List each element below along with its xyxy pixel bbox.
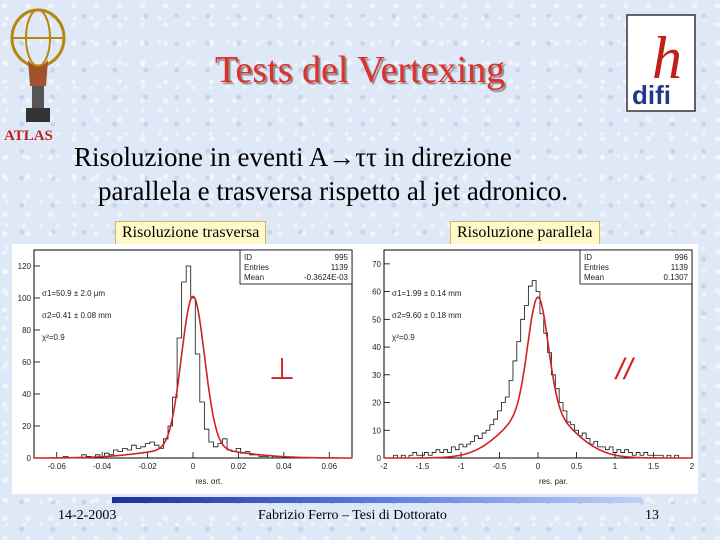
stats-box [579, 249, 693, 285]
y-tick-label: 40 [372, 343, 381, 352]
fit-annotation: σ1=1.99 ± 0.14 mm [392, 289, 462, 298]
stats-value: -0.3624E-03 [304, 273, 349, 282]
fit-annotation: χ²=0.9 [42, 333, 65, 342]
y-tick-label: 10 [372, 426, 381, 435]
y-tick-label: 20 [372, 399, 381, 408]
y-tick-label: 0 [377, 454, 382, 463]
x-tick-label: -2 [380, 462, 388, 471]
stats-key: ID [584, 253, 592, 262]
fit-annotation: σ1=50.9 ± 2.0 μm [42, 289, 105, 298]
subtitle-line-2: parallela e trasversa rispetto al jet ad… [98, 176, 569, 206]
footer-date: 14-2-2003 [58, 508, 117, 523]
slide-subtitle: Risoluzione in eventi A→ττ in direzione … [74, 140, 714, 208]
plot-frame-2 [383, 249, 693, 459]
histogram-bars [385, 280, 691, 459]
atlas-logo [10, 8, 66, 122]
difi-logo-letter: h [652, 25, 682, 91]
y-tick-label: 0 [27, 454, 32, 463]
x-tick-label: 0 [536, 462, 541, 471]
difi-logo-text: difi [632, 80, 671, 110]
y-tick-label: 80 [22, 326, 31, 335]
footer-divider [112, 497, 642, 503]
x-tick-label: 0.06 [321, 462, 337, 471]
stats-value: 995 [335, 253, 349, 262]
x-tick-label: 1 [613, 462, 618, 471]
stats-value: 1139 [331, 263, 349, 272]
y-tick-label: 70 [372, 260, 381, 269]
gaussian-fit-curve [384, 296, 692, 459]
x-tick-label: 0.04 [276, 462, 292, 471]
stats-value: 0.1307 [664, 273, 689, 282]
x-tick-label: -0.5 [493, 462, 507, 471]
x-axis-label: res. ort. [195, 477, 222, 486]
x-tick-label: 1.5 [648, 462, 660, 471]
tag-risoluzione-parallela: Risoluzione parallela [450, 221, 600, 245]
footer-author: Fabrizio Ferro – Tesi di Dottorato [258, 508, 447, 523]
y-tick-label: 40 [22, 390, 31, 399]
plot-frame-1 [33, 249, 353, 459]
stats-key: Entries [584, 263, 609, 272]
subtitle-line-1: Risoluzione in eventi A→ττ in direzione [74, 142, 512, 172]
fit-annotation: σ2=0.41 ± 0.08 mm [42, 311, 112, 320]
x-tick-label: -1 [457, 462, 465, 471]
stats-box [239, 249, 353, 285]
x-tick-label: 0.5 [571, 462, 583, 471]
y-tick-label: 60 [22, 358, 31, 367]
stats-key: Mean [244, 273, 264, 282]
atlas-label: ATLAS [4, 128, 53, 144]
x-tick-label: 0 [191, 462, 196, 471]
stats-value: 1139 [671, 263, 689, 272]
histogram-bars [45, 265, 341, 459]
gaussian-fit-curve [34, 295, 352, 459]
slide-title: Tests del Vertexing [214, 49, 506, 91]
x-tick-label: -0.04 [93, 462, 112, 471]
stats-key: ID [244, 253, 252, 262]
x-tick-label: 0.02 [231, 462, 247, 471]
direction-symbol: ⊥ [269, 353, 295, 386]
tag-risoluzione-trasversa: Risoluzione trasversa [115, 221, 267, 245]
x-tick-label: 2 [690, 462, 695, 471]
x-tick-label: -0.02 [138, 462, 157, 471]
stats-key: Mean [584, 273, 604, 282]
histogram-plots: -0.06 -0.04 -0.02 0 0.02 0.04 0.06020406080100… [18, 249, 695, 486]
x-axis-label: res. par. [539, 477, 568, 486]
stats-value: 996 [675, 253, 689, 262]
direction-symbol: // [614, 353, 635, 386]
x-tick-label: -0.06 [48, 462, 67, 471]
fit-annotation: σ2=9.60 ± 0.18 mm [392, 311, 462, 320]
y-tick-label: 60 [372, 288, 381, 297]
footer-page-number: 13 [645, 508, 659, 523]
y-tick-label: 20 [22, 422, 31, 431]
x-tick-label: -1.5 [416, 462, 430, 471]
fit-annotation: χ²=0.9 [392, 333, 415, 342]
difi-logo: h difi [626, 14, 696, 112]
y-tick-label: 50 [372, 315, 381, 324]
y-tick-label: 30 [372, 371, 381, 380]
y-tick-label: 100 [18, 294, 32, 303]
y-tick-label: 120 [18, 262, 32, 271]
plots-panel: -0.06 -0.04 -0.02 0 0.02 0.04 0.06 0 20 40 60 80 100… [12, 244, 698, 494]
stats-key: Entries [244, 263, 269, 272]
